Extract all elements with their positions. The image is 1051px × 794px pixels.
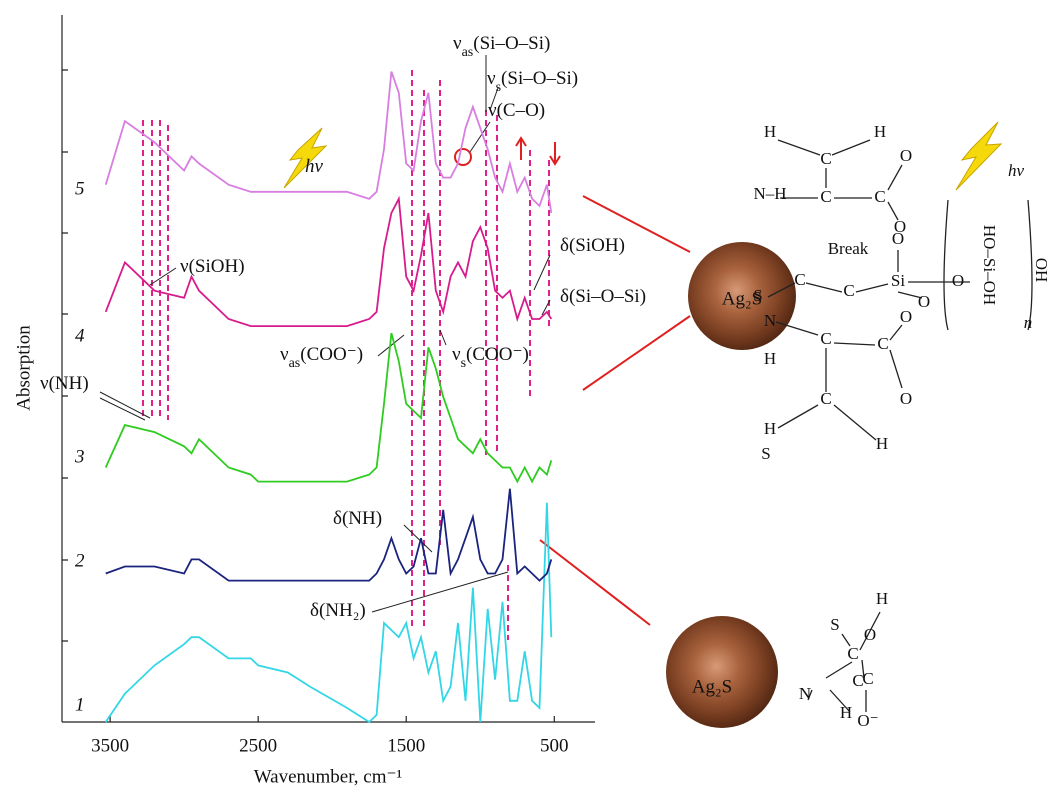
atom-label: O <box>900 146 912 165</box>
particles <box>666 242 796 728</box>
atom-label: O <box>952 271 964 290</box>
atom-label: H <box>876 434 888 453</box>
atom-label: n <box>1024 313 1033 332</box>
annotation-part: δ(NH₂) <box>310 600 366 621</box>
atom-label: O <box>900 307 912 326</box>
annotation: ν(C–O) <box>488 100 545 121</box>
annotation: νas(Si–O–Si) <box>453 33 550 59</box>
annotation: hν <box>305 156 324 177</box>
annotation: δ(NH₂) <box>310 600 366 621</box>
atom-label: H <box>876 589 888 608</box>
atom-label: C <box>877 334 888 353</box>
atom-label: S <box>761 444 770 463</box>
annotation-part: δ(Si–O–Si) <box>560 286 646 307</box>
atom-label: C <box>794 270 805 289</box>
atom-label: N <box>799 684 811 703</box>
annotation-part: (Si–O–Si) <box>501 68 578 89</box>
annotation-part: as <box>289 356 301 371</box>
atom-label: O <box>892 229 904 248</box>
atom-label: O⁻ <box>857 711 878 730</box>
atom-label: S <box>753 286 762 305</box>
figure: 3500 2500 1500 500 Wavenumber, cm⁻¹ Absorptio… <box>0 0 1051 794</box>
atom-label: C <box>820 329 831 348</box>
series-label: 3 <box>74 446 85 467</box>
atom-label: O <box>900 389 912 408</box>
x-tick-label: 500 <box>540 735 569 756</box>
series-label: 1 <box>75 694 85 715</box>
x-tick-label: 1500 <box>387 735 425 756</box>
annotation-part: (COO⁻) <box>300 344 363 365</box>
atom-label: H <box>874 122 886 141</box>
annotation: νs(Si–O–Si) <box>487 68 578 94</box>
x-tick-label: 2500 <box>239 735 277 756</box>
annotation: δ(SiOH) <box>560 235 625 256</box>
atom-label: N–H <box>753 184 786 203</box>
annotation-part: as <box>462 45 474 60</box>
atom-label: S <box>830 615 839 634</box>
annotation: νs(COO⁻) <box>452 344 529 370</box>
atom-label: C <box>843 281 854 300</box>
annotation: ν(NH) <box>40 373 89 394</box>
atom-label: H <box>764 349 776 368</box>
series-label: 2 <box>75 550 85 571</box>
atom-label: Break <box>828 239 869 258</box>
atom-label: O <box>864 625 876 644</box>
x-axis-label: Wavenumber, cm⁻¹ <box>254 766 403 787</box>
atom-label: C <box>820 187 831 206</box>
annotation-part: ν(C–O) <box>488 100 545 121</box>
atom-label: OH <box>1032 258 1051 283</box>
annotation-part: ν(NH) <box>40 373 89 394</box>
atom-label: H <box>840 703 852 722</box>
atom-label: C <box>874 187 885 206</box>
atom-label: C <box>820 389 831 408</box>
atom-label: hν <box>1008 161 1025 180</box>
atom-label: Si <box>891 271 905 290</box>
atom-label: HO–Si–OH <box>980 225 999 305</box>
series-label: 4 <box>75 325 85 346</box>
annotation: δ(Si–O–Si) <box>560 286 646 307</box>
annotation: νas(COO⁻) <box>280 344 363 370</box>
annotation-part: δ(SiOH) <box>560 235 625 256</box>
annotation-part: hν <box>305 156 324 177</box>
annotation-part: δ(NH) <box>333 508 382 529</box>
atom-label: C <box>862 669 873 688</box>
spectrum <box>106 199 552 326</box>
spectrum <box>106 72 552 213</box>
atom-label: O <box>918 292 930 311</box>
annotation-part: ν(SiOH) <box>180 256 245 277</box>
particle-label: Ag₂S <box>692 676 732 697</box>
series-label: 5 <box>75 178 85 199</box>
y-axis-label: Absorption <box>13 325 34 411</box>
annotation-part: (Si–O–Si) <box>473 33 550 54</box>
atom-label: C <box>847 644 858 663</box>
atom-label: N <box>764 311 776 330</box>
atom-label: C <box>820 149 831 168</box>
spectrum <box>106 489 552 581</box>
atom-label: H <box>764 122 776 141</box>
annotation: δ(NH) <box>333 508 382 529</box>
atom-label: H <box>764 419 776 438</box>
annotation: ν(SiOH) <box>180 256 245 277</box>
leaders <box>100 55 1001 625</box>
x-tick-label: 3500 <box>91 735 129 756</box>
annotation-part: (COO⁻) <box>466 344 529 365</box>
